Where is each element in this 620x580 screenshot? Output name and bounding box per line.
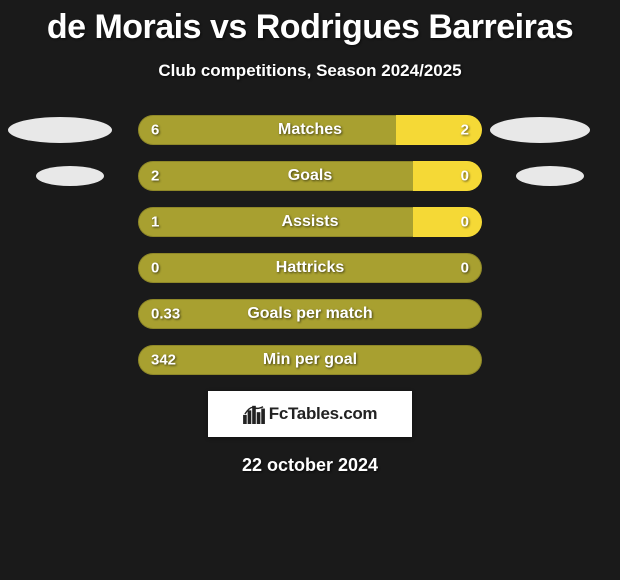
stat-row: 6 2 Matches <box>0 115 620 145</box>
stat-right-value: 0 <box>461 168 469 185</box>
logo-box: FcTables.com <box>208 391 412 437</box>
stat-label: Assists <box>282 213 339 231</box>
stat-right-value: 2 <box>461 122 469 139</box>
stat-left-value: 2 <box>151 168 159 185</box>
stat-bar: 2 0 Goals <box>138 161 482 191</box>
stat-row: 342 Min per goal <box>0 345 620 375</box>
stat-bar-right-fill <box>413 207 482 237</box>
fctables-chart-icon <box>243 404 265 424</box>
player-marker-right <box>516 166 584 186</box>
stat-left-value: 6 <box>151 122 159 139</box>
stat-left-value: 1 <box>151 214 159 231</box>
subtitle: Club competitions, Season 2024/2025 <box>0 61 620 81</box>
stat-row: 1 0 Assists <box>0 207 620 237</box>
stat-row: 0 0 Hattricks <box>0 253 620 283</box>
stat-label: Hattricks <box>276 259 344 277</box>
comparison-chart: 6 2 Matches 2 0 Goals 1 0 Assists 0 0 Hattricks 0.33… <box>0 115 620 375</box>
stat-left-value: 342 <box>151 352 176 369</box>
player-marker-left <box>8 117 112 143</box>
stat-row: 0.33 Goals per match <box>0 299 620 329</box>
date-text: 22 october 2024 <box>0 455 620 476</box>
logo-text: FcTables.com <box>269 404 378 424</box>
stat-bar: 1 0 Assists <box>138 207 482 237</box>
stat-right-value: 0 <box>461 260 469 277</box>
stat-bar-right-fill <box>413 161 482 191</box>
stat-label: Goals <box>288 167 332 185</box>
stat-bar: 342 Min per goal <box>138 345 482 375</box>
player-marker-left <box>36 166 104 186</box>
stat-left-value: 0.33 <box>151 306 180 323</box>
stat-bar-right-fill <box>396 115 482 145</box>
stat-label: Matches <box>278 121 342 139</box>
stat-label: Goals per match <box>247 305 372 323</box>
stat-bar: 6 2 Matches <box>138 115 482 145</box>
stat-bar: 0 0 Hattricks <box>138 253 482 283</box>
stat-row: 2 0 Goals <box>0 161 620 191</box>
stat-left-value: 0 <box>151 260 159 277</box>
stat-bar: 0.33 Goals per match <box>138 299 482 329</box>
stat-label: Min per goal <box>263 351 357 369</box>
stat-right-value: 0 <box>461 214 469 231</box>
player-marker-right <box>490 117 590 143</box>
page-title: de Morais vs Rodrigues Barreiras <box>0 0 620 47</box>
